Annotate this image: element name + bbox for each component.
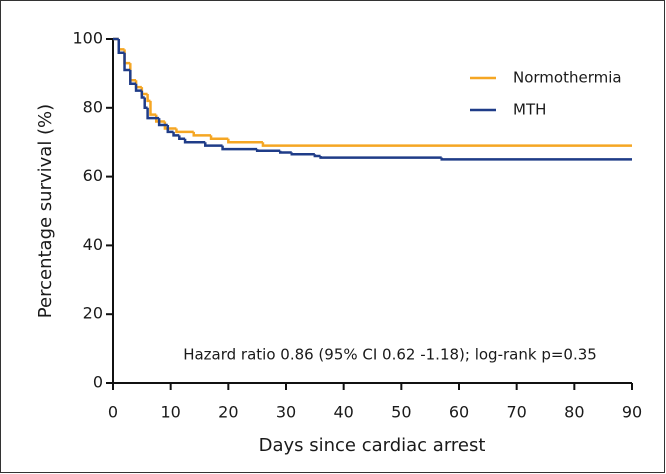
survival-step [278,150,292,154]
x-tick-label: 80 [564,403,584,422]
survival-step [209,135,229,141]
survival-step [123,52,131,72]
x-tick-label: 40 [333,403,353,422]
legend-label: MTH [513,101,546,119]
survival-step [290,152,315,156]
y-tick-label: 100 [72,29,103,48]
x-tick-label: 30 [276,403,296,422]
y-tick-label: 20 [83,304,103,323]
survival-step [313,154,321,158]
x-axis-label: Days since cardiac arrest [259,435,486,456]
x-tick-label: 70 [506,403,526,422]
x-tick-label: 60 [449,403,469,422]
annotation: Hazard ratio 0.86 (95% CI 0.62 -1.18); l… [183,346,597,364]
survival-step [166,125,174,134]
x-tick-label: 0 [108,403,118,422]
survival-step [129,69,137,85]
y-tick-label: 80 [83,97,103,116]
x-tick-label: 50 [391,403,411,422]
survival-step [183,138,206,144]
y-axis-label: Percentage survival (%) [35,104,56,318]
survival-step [157,118,168,127]
survival-step [440,157,632,161]
y-tick-label: 40 [83,235,103,254]
survival-step [117,39,125,55]
survival-step [319,155,442,159]
survival-step [227,138,263,144]
survival-step [192,131,212,137]
survival-step [221,145,258,151]
y-tick-label: 0 [93,373,103,392]
x-tick-label: 10 [160,403,180,422]
survival-step [204,142,223,147]
y-tick-label: 60 [83,166,103,185]
survival-step [172,131,180,137]
survival-step [261,142,632,147]
x-tick-label: 90 [622,403,642,422]
survival-step [149,100,157,116]
survival-step [175,128,194,134]
survival-step [146,107,160,120]
survival-step [178,135,186,141]
survival-step [134,83,142,92]
x-tick-label: 20 [218,403,238,422]
survival-step [255,149,281,153]
legend-label: Normothermia [513,69,622,87]
